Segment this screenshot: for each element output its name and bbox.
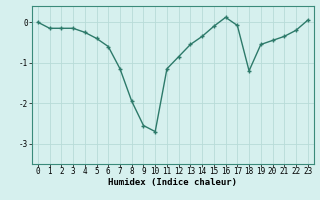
- X-axis label: Humidex (Indice chaleur): Humidex (Indice chaleur): [108, 178, 237, 187]
